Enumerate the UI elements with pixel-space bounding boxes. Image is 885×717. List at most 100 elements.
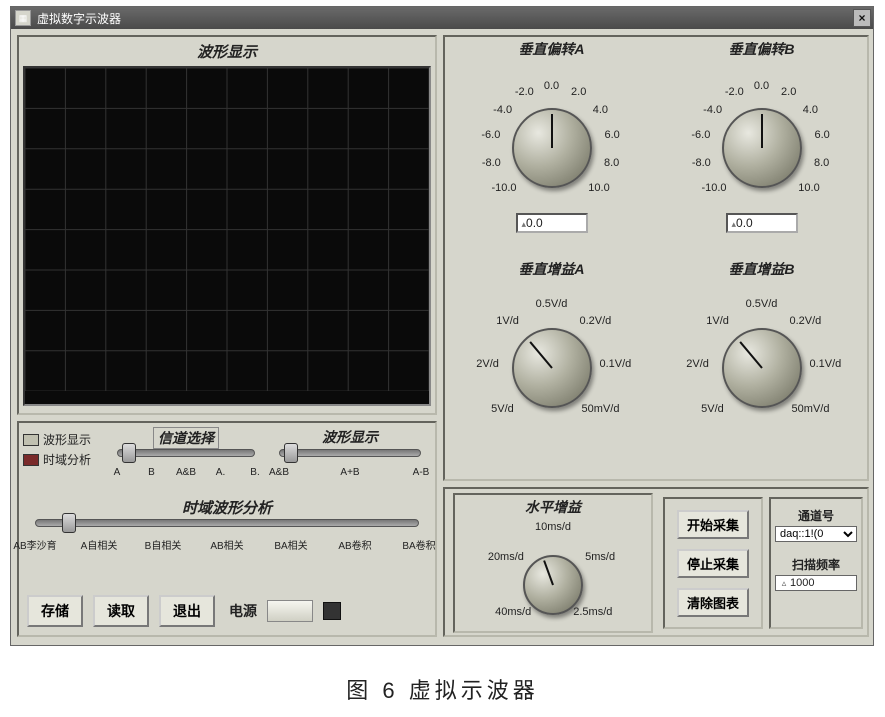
knob-tick-label: 2.0 bbox=[571, 86, 586, 98]
slider-tick: A+B bbox=[340, 467, 359, 478]
window-title: 虚拟数字示波器 bbox=[35, 10, 873, 27]
slider-tick: A bbox=[114, 467, 121, 478]
knob-tick-label: -6.0 bbox=[481, 129, 500, 141]
knob-tick-label: -4.0 bbox=[493, 104, 512, 116]
knob-tick-label: 8.0 bbox=[604, 157, 619, 169]
slider-tick: AB卷积 bbox=[338, 537, 371, 552]
knob-tick-label: -2.0 bbox=[725, 86, 744, 98]
knob-tick-label: 4.0 bbox=[803, 104, 818, 116]
knob-tick-label: 10ms/d bbox=[535, 521, 571, 533]
power-indicator[interactable] bbox=[267, 600, 313, 622]
oscilloscope-screen bbox=[23, 66, 431, 406]
slider-tick: B bbox=[148, 467, 155, 478]
knob-tick-label: -2.0 bbox=[515, 86, 534, 98]
knob-offset-a-title: 垂直偏转A bbox=[449, 39, 654, 59]
knob-offset-b-title: 垂直偏转B bbox=[659, 39, 864, 59]
knob-tick-label: 0.1V/d bbox=[599, 358, 631, 370]
knob-tick-label: 5ms/d bbox=[585, 551, 615, 563]
slider-tick: BA卷积 bbox=[402, 537, 435, 552]
knob-hgain-title: 水平增益 bbox=[455, 497, 651, 517]
knob-gain-b-dial[interactable] bbox=[722, 328, 802, 408]
knob-hgain[interactable]: 水平增益 40ms/d 20ms/d 10ms/d 5ms/d 2.5ms/d bbox=[453, 493, 653, 633]
channel-select[interactable]: daq::1!(0 bbox=[775, 526, 857, 542]
knob-tick-label: 40ms/d bbox=[495, 606, 531, 618]
slider-tick: B. bbox=[250, 467, 259, 478]
display-mode-slider[interactable]: 波形显示 A&BA+BA-B bbox=[273, 429, 427, 469]
close-button[interactable]: × bbox=[853, 9, 871, 27]
scope-grid bbox=[25, 68, 429, 391]
knob-offset-a-value[interactable]: ▴0.0 bbox=[516, 213, 588, 233]
knob-offset-b-dial[interactable] bbox=[722, 108, 802, 188]
knob-tick-label: 1V/d bbox=[496, 315, 519, 327]
clear-chart-button[interactable]: 清除图表 bbox=[677, 588, 749, 617]
knob-tick-label: 6.0 bbox=[814, 129, 829, 141]
knob-gain-a-dial[interactable] bbox=[512, 328, 592, 408]
knob-tick-label: 8.0 bbox=[814, 157, 829, 169]
knob-tick-label: 0.5V/d bbox=[746, 298, 778, 310]
knob-tick-label: 5V/d bbox=[491, 403, 514, 415]
knob-tick-label: 2.5ms/d bbox=[573, 606, 612, 618]
knob-tick-label: 50mV/d bbox=[582, 403, 620, 415]
figure-caption: 图 6 虚拟示波器 bbox=[0, 673, 885, 705]
knob-tick-label: 2.0 bbox=[781, 86, 796, 98]
knob-offset-b-value[interactable]: ▴0.0 bbox=[726, 213, 798, 233]
knob-offset-a[interactable]: 垂直偏转A -10.0-8.0-6.0-4.0-2.00.02.04.06.08… bbox=[449, 39, 654, 244]
knob-tick-label: 10.0 bbox=[798, 182, 819, 194]
exit-button[interactable]: 退出 bbox=[159, 595, 215, 627]
scan-rate-input[interactable]: ▵1000 bbox=[775, 575, 857, 591]
slider-tick: AB李沙育 bbox=[13, 537, 56, 552]
power-led bbox=[323, 602, 341, 620]
slider-tick: A&B bbox=[269, 467, 289, 478]
knob-tick-label: 10.0 bbox=[588, 182, 609, 194]
app-window: ▦ 虚拟数字示波器 × 波形显示 波形显示 bbox=[10, 6, 874, 646]
slider-tick: B自相关 bbox=[145, 537, 182, 552]
knob-tick-label: 2V/d bbox=[476, 358, 499, 370]
slider-tick: A&B bbox=[176, 467, 196, 478]
display-mode-label: 波形显示 bbox=[318, 427, 382, 447]
knob-tick-label: 50mV/d bbox=[792, 403, 830, 415]
knob-tick-label: -6.0 bbox=[691, 129, 710, 141]
knob-tick-label: 0.2V/d bbox=[580, 315, 612, 327]
save-button[interactable]: 存储 bbox=[27, 595, 83, 627]
knob-tick-label: 20ms/d bbox=[488, 551, 524, 563]
channel-label: 通道号 bbox=[775, 507, 857, 524]
params-box: 通道号 daq::1!(0 扫描频率 ▵1000 bbox=[769, 497, 863, 629]
slider-tick: AB相关 bbox=[210, 537, 243, 552]
knob-tick-label: 0.5V/d bbox=[536, 298, 568, 310]
acquisition-buttons: 开始采集 停止采集 清除图表 bbox=[663, 497, 763, 629]
knob-tick-label: -10.0 bbox=[701, 182, 726, 194]
knob-tick-label: 2V/d bbox=[686, 358, 709, 370]
time-analysis-label: 时域波形分析 bbox=[178, 497, 276, 518]
knob-tick-label: 1V/d bbox=[706, 315, 729, 327]
channel-select-slider[interactable]: 信道选择 ABA&BA.B. bbox=[111, 429, 261, 469]
knob-tick-label: 5V/d bbox=[701, 403, 724, 415]
legend-swatch-waveform bbox=[23, 434, 39, 446]
knob-tick-label: -4.0 bbox=[703, 104, 722, 116]
start-acquire-button[interactable]: 开始采集 bbox=[677, 510, 749, 539]
slider-tick: BA相关 bbox=[274, 537, 307, 552]
stop-acquire-button[interactable]: 停止采集 bbox=[677, 549, 749, 578]
knob-gain-a-title: 垂直增益A bbox=[449, 259, 654, 279]
legend-label-waveform: 波形显示 bbox=[43, 431, 91, 448]
power-label: 电源 bbox=[229, 601, 257, 621]
waveform-panel: 波形显示 bbox=[17, 35, 437, 415]
knob-tick-label: 0.2V/d bbox=[790, 315, 822, 327]
knob-tick-label: 0.0 bbox=[544, 80, 559, 92]
load-button[interactable]: 读取 bbox=[93, 595, 149, 627]
slider-tick: A. bbox=[216, 467, 225, 478]
knob-gain-b-title: 垂直增益B bbox=[659, 259, 864, 279]
waveform-title: 波形显示 bbox=[23, 41, 431, 62]
title-bar: ▦ 虚拟数字示波器 × bbox=[11, 7, 873, 29]
legend-swatch-time bbox=[23, 454, 39, 466]
knob-tick-label: -10.0 bbox=[491, 182, 516, 194]
knob-gain-a[interactable]: 垂直增益A 5V/d 2V/d 1V/d 0.5V/d 0.2V/d 0.1V/d 50mV… bbox=[449, 259, 654, 464]
time-analysis-slider[interactable]: 时域波形分析 AB李沙育A自相关B自相关AB相关BA相关AB卷积BA卷积 bbox=[29, 499, 425, 539]
knob-offset-b[interactable]: 垂直偏转B -10.0-8.0-6.0-4.0-2.00.02.04.06.08… bbox=[659, 39, 864, 244]
knob-gain-b[interactable]: 垂直增益B 5V/d2V/d1V/d0.5V/d0.2V/d0.1V/d50mV… bbox=[659, 259, 864, 464]
knob-panel: 垂直偏转A -10.0-8.0-6.0-4.0-2.00.02.04.06.08… bbox=[443, 35, 869, 481]
acquisition-panel: 水平增益 40ms/d 20ms/d 10ms/d 5ms/d 2.5ms/d 开始采集… bbox=[443, 487, 869, 637]
legend-label-time: 时域分析 bbox=[43, 451, 91, 468]
knob-tick-label: -8.0 bbox=[692, 157, 711, 169]
knob-offset-a-dial[interactable] bbox=[512, 108, 592, 188]
app-icon: ▦ bbox=[15, 10, 31, 26]
